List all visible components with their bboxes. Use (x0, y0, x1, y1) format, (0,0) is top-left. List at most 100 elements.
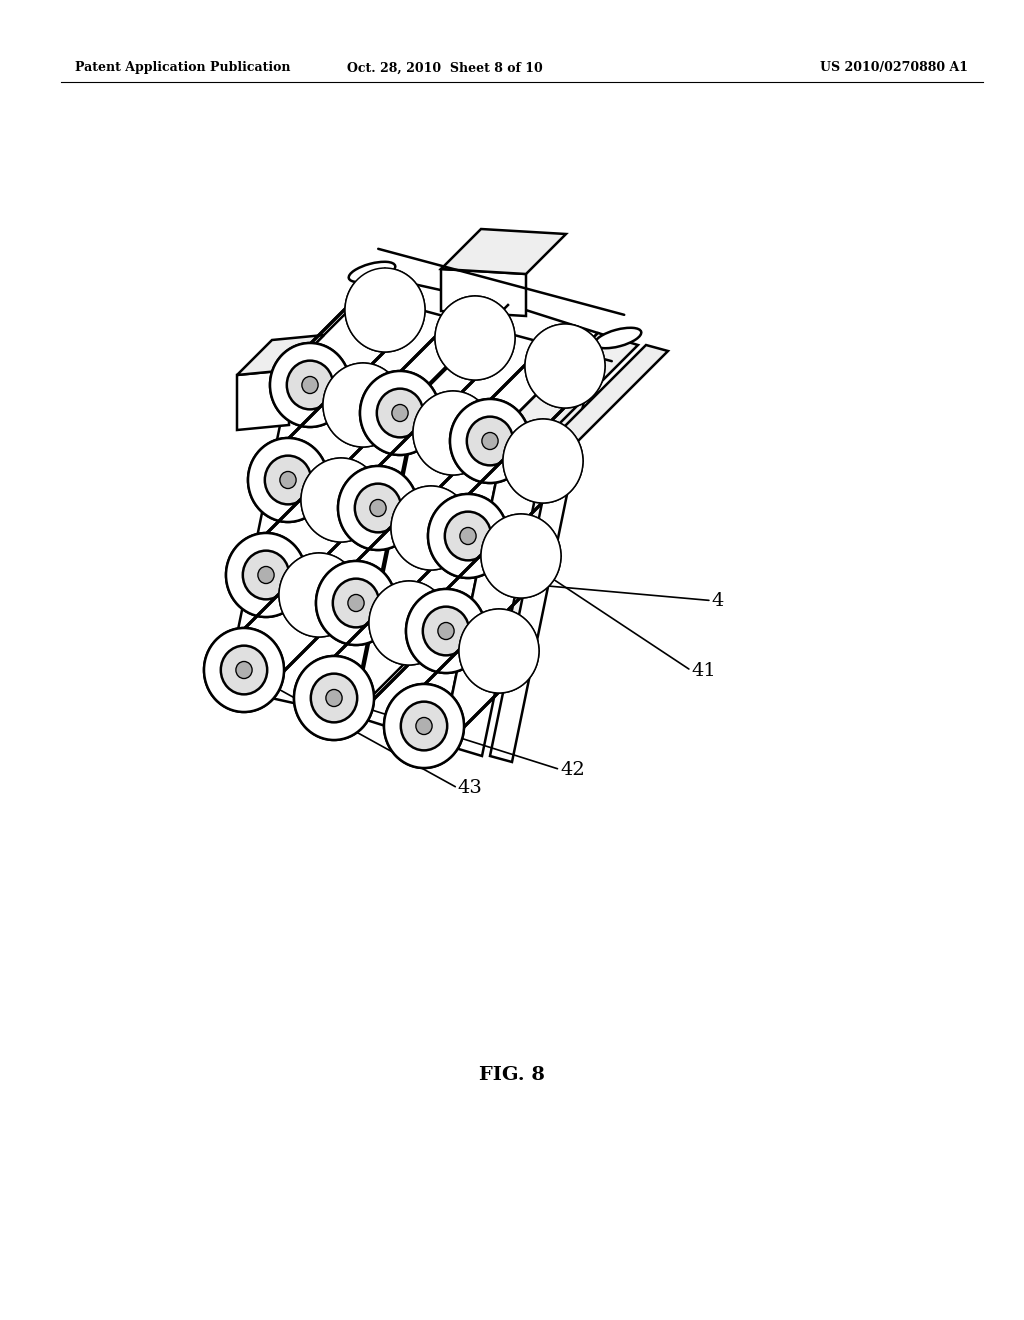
Ellipse shape (236, 661, 252, 678)
Ellipse shape (482, 433, 498, 450)
Ellipse shape (243, 550, 289, 599)
Ellipse shape (391, 486, 471, 570)
Ellipse shape (302, 376, 318, 393)
Ellipse shape (459, 609, 539, 693)
Ellipse shape (258, 566, 274, 583)
Polygon shape (508, 333, 638, 436)
Ellipse shape (248, 438, 328, 521)
Ellipse shape (460, 528, 476, 545)
Polygon shape (442, 422, 548, 756)
Text: FIG. 8: FIG. 8 (479, 1067, 545, 1084)
Ellipse shape (416, 718, 432, 734)
Ellipse shape (435, 296, 515, 380)
Ellipse shape (311, 673, 357, 722)
Polygon shape (490, 436, 578, 762)
Ellipse shape (265, 455, 311, 504)
Ellipse shape (348, 594, 365, 611)
Ellipse shape (370, 499, 386, 516)
Ellipse shape (384, 684, 464, 768)
Polygon shape (441, 228, 566, 275)
Text: Patent Application Publication: Patent Application Publication (75, 62, 291, 74)
Ellipse shape (377, 388, 423, 437)
Ellipse shape (525, 323, 605, 408)
Text: US 2010/0270880 A1: US 2010/0270880 A1 (820, 62, 968, 74)
Ellipse shape (338, 466, 418, 550)
Ellipse shape (354, 483, 401, 532)
Ellipse shape (450, 399, 530, 483)
Ellipse shape (349, 261, 395, 282)
Polygon shape (237, 335, 324, 375)
Ellipse shape (435, 296, 515, 380)
Polygon shape (237, 370, 289, 430)
Ellipse shape (279, 553, 359, 638)
Ellipse shape (369, 581, 449, 665)
Ellipse shape (444, 512, 492, 561)
Ellipse shape (221, 645, 267, 694)
Ellipse shape (392, 404, 409, 421)
Text: 42: 42 (560, 760, 585, 779)
Ellipse shape (460, 528, 476, 545)
Ellipse shape (333, 578, 379, 627)
Ellipse shape (467, 417, 513, 466)
Ellipse shape (482, 433, 498, 450)
Ellipse shape (428, 494, 508, 578)
Polygon shape (442, 333, 598, 744)
Ellipse shape (243, 550, 289, 599)
Ellipse shape (301, 458, 381, 543)
Ellipse shape (348, 594, 365, 611)
Ellipse shape (400, 702, 447, 750)
Ellipse shape (413, 391, 493, 475)
Ellipse shape (270, 343, 350, 426)
Ellipse shape (338, 466, 418, 550)
Ellipse shape (400, 702, 447, 750)
Ellipse shape (423, 607, 469, 655)
Ellipse shape (226, 533, 306, 616)
Ellipse shape (204, 628, 284, 711)
Ellipse shape (221, 645, 267, 694)
Ellipse shape (287, 360, 333, 409)
Ellipse shape (279, 553, 359, 638)
Ellipse shape (345, 268, 425, 352)
Ellipse shape (423, 607, 469, 655)
Ellipse shape (204, 628, 284, 711)
Ellipse shape (438, 623, 454, 639)
Ellipse shape (301, 458, 381, 543)
Ellipse shape (595, 327, 641, 348)
Polygon shape (352, 305, 508, 715)
Text: 41: 41 (691, 661, 716, 680)
Ellipse shape (323, 363, 403, 447)
Ellipse shape (294, 656, 374, 741)
Ellipse shape (280, 471, 296, 488)
Ellipse shape (370, 499, 386, 516)
Ellipse shape (481, 513, 561, 598)
Polygon shape (556, 345, 668, 441)
Ellipse shape (428, 494, 508, 578)
Ellipse shape (391, 486, 471, 570)
Ellipse shape (226, 533, 306, 616)
Ellipse shape (369, 581, 449, 665)
Ellipse shape (360, 371, 440, 455)
Polygon shape (226, 367, 418, 715)
Ellipse shape (459, 609, 539, 693)
Ellipse shape (503, 418, 583, 503)
Ellipse shape (360, 371, 440, 455)
Ellipse shape (248, 438, 328, 521)
Ellipse shape (323, 363, 403, 447)
Text: 43: 43 (458, 779, 482, 797)
Ellipse shape (416, 718, 432, 734)
Ellipse shape (406, 589, 486, 673)
Ellipse shape (450, 399, 530, 483)
Ellipse shape (345, 268, 425, 352)
Ellipse shape (384, 684, 464, 768)
Ellipse shape (438, 623, 454, 639)
Polygon shape (354, 395, 508, 744)
Ellipse shape (354, 483, 401, 532)
Ellipse shape (294, 656, 374, 741)
Text: Oct. 28, 2010  Sheet 8 of 10: Oct. 28, 2010 Sheet 8 of 10 (347, 62, 543, 74)
Ellipse shape (316, 561, 396, 645)
Polygon shape (420, 305, 598, 422)
Ellipse shape (265, 455, 311, 504)
Text: 4: 4 (712, 591, 724, 610)
Ellipse shape (525, 323, 605, 408)
Ellipse shape (444, 512, 492, 561)
